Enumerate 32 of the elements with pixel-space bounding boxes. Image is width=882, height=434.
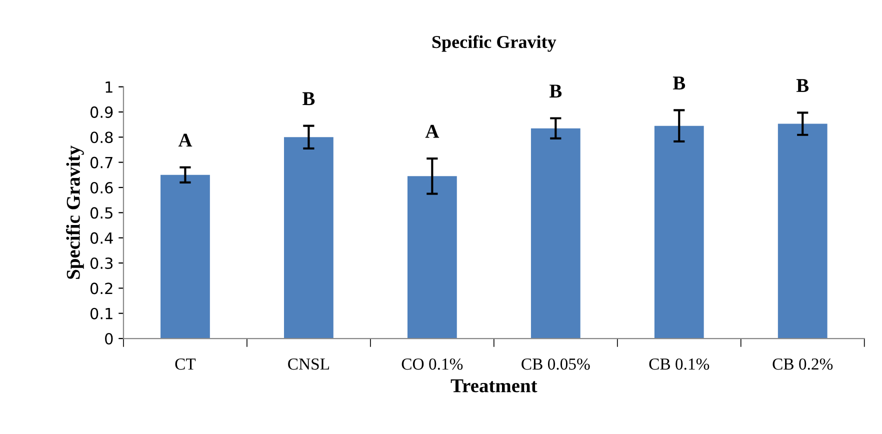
x-tick-label: CB 0.05% xyxy=(522,358,590,370)
y-tick-label: 0.9 xyxy=(90,106,113,118)
x-tick-label: CO 0.1% xyxy=(402,358,463,370)
y-tick-label: 0.2 xyxy=(90,282,112,294)
chart-title: Specific Gravity xyxy=(432,35,556,52)
y-tick-label: 0.1 xyxy=(90,308,112,320)
y-tick-label: 0.5 xyxy=(90,207,112,219)
bar xyxy=(407,176,457,339)
x-tick-label: CB 0.2% xyxy=(772,358,833,370)
y-tick-label: 1 xyxy=(106,81,112,93)
y-tick-label: 0 xyxy=(105,332,113,345)
y-tick-label: 0.6 xyxy=(90,182,113,194)
x-tick-label: CT xyxy=(175,358,196,370)
bar xyxy=(778,124,828,339)
bar xyxy=(654,126,704,339)
y-tick-label: 0.4 xyxy=(90,232,113,244)
bar xyxy=(160,174,210,339)
y-tick-label: 0.7 xyxy=(90,156,112,168)
y-axis-title: Specific Gravity xyxy=(66,146,84,279)
x-axis-title: Treatment xyxy=(450,379,538,392)
annotation: B xyxy=(302,92,315,106)
annotation: B xyxy=(796,79,809,92)
annotation: B xyxy=(549,84,562,98)
annotation: A xyxy=(425,124,440,138)
annotation: A xyxy=(178,134,192,147)
y-tick-label: 0.3 xyxy=(90,257,113,270)
y-tick-label: 0.8 xyxy=(90,132,113,144)
bar xyxy=(530,128,580,339)
bar xyxy=(284,137,334,339)
x-tick-label: CNSL xyxy=(288,358,329,370)
x-tick-label: CB 0.1% xyxy=(649,358,710,370)
annotation: B xyxy=(672,76,686,90)
